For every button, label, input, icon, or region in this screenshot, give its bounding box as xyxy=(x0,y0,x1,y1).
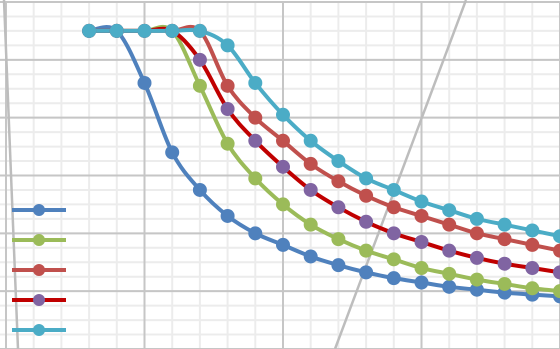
data-point-series-5 xyxy=(303,133,318,148)
data-point-series-5 xyxy=(137,23,152,38)
data-point-series-3 xyxy=(386,200,401,215)
data-point-series-5 xyxy=(109,23,124,38)
data-point-series-2 xyxy=(303,217,318,232)
data-point-series-2 xyxy=(469,272,484,287)
data-point-series-2 xyxy=(386,252,401,267)
data-point-series-4 xyxy=(276,159,290,174)
data-point-series-5 xyxy=(386,182,401,197)
data-point-series-3 xyxy=(276,133,290,148)
data-point-series-4 xyxy=(442,243,457,258)
data-point-series-2 xyxy=(359,243,374,258)
data-point-series-3 xyxy=(525,237,540,252)
legend-marker-series-4 xyxy=(33,294,45,306)
data-point-series-4 xyxy=(359,214,374,229)
data-point-series-1 xyxy=(303,249,318,264)
data-point-series-2 xyxy=(414,261,429,276)
data-point-series-5 xyxy=(82,23,97,38)
data-point-series-1 xyxy=(442,279,457,294)
data-point-series-3 xyxy=(469,226,484,241)
data-point-series-5 xyxy=(442,203,457,218)
data-point-series-1 xyxy=(192,182,207,197)
data-point-series-3 xyxy=(220,78,235,93)
data-point-series-1 xyxy=(248,226,263,241)
data-point-series-2 xyxy=(276,197,290,212)
data-point-series-4 xyxy=(331,200,346,215)
data-point-series-5 xyxy=(331,154,346,169)
data-point-series-3 xyxy=(497,232,512,247)
data-point-series-5 xyxy=(220,38,235,53)
data-point-series-5 xyxy=(414,194,429,209)
data-point-series-2 xyxy=(192,78,207,93)
data-point-series-3 xyxy=(248,110,263,125)
data-point-series-1 xyxy=(414,275,429,290)
data-point-series-1 xyxy=(331,258,346,273)
data-point-series-2 xyxy=(331,232,346,247)
legend-marker-series-2 xyxy=(33,234,45,246)
diagonal-line xyxy=(333,0,468,349)
data-point-series-4 xyxy=(414,235,429,250)
data-point-series-4 xyxy=(553,265,560,280)
data-point-series-3 xyxy=(359,188,374,203)
data-point-series-2 xyxy=(248,171,263,186)
data-point-series-3 xyxy=(414,208,429,223)
data-point-series-1 xyxy=(137,75,152,90)
data-point-series-3 xyxy=(553,243,560,258)
data-point-series-5 xyxy=(359,171,374,186)
data-point-series-5 xyxy=(192,23,207,38)
data-point-series-1 xyxy=(359,265,374,280)
legend-marker-series-1 xyxy=(33,204,45,216)
data-point-series-5 xyxy=(248,75,263,90)
legend-marker-series-3 xyxy=(33,264,45,276)
data-point-series-4 xyxy=(497,256,512,271)
data-point-series-1 xyxy=(469,282,484,297)
data-point-series-5 xyxy=(525,223,540,238)
data-point-series-4 xyxy=(248,133,263,148)
data-point-series-4 xyxy=(303,182,318,197)
data-point-series-1 xyxy=(386,271,401,286)
data-point-series-4 xyxy=(525,261,540,276)
data-point-series-2 xyxy=(525,281,540,296)
data-point-series-2 xyxy=(553,284,560,299)
data-point-series-3 xyxy=(303,156,318,171)
data-point-series-4 xyxy=(386,226,401,241)
data-point-series-1 xyxy=(165,145,180,160)
data-point-series-2 xyxy=(497,276,512,291)
left-axis-line xyxy=(2,0,20,349)
data-point-series-5 xyxy=(276,107,290,122)
data-point-series-5 xyxy=(165,23,180,38)
data-point-series-1 xyxy=(220,208,235,223)
data-point-series-5 xyxy=(469,211,484,226)
data-point-series-4 xyxy=(469,250,484,265)
data-point-series-4 xyxy=(220,101,235,116)
data-point-series-3 xyxy=(331,174,346,189)
data-point-series-2 xyxy=(220,136,235,151)
legend-marker-series-5 xyxy=(33,324,45,336)
data-point-series-3 xyxy=(442,217,457,232)
data-point-series-4 xyxy=(192,52,207,67)
data-point-series-5 xyxy=(497,217,512,232)
data-point-series-5 xyxy=(553,229,560,244)
data-point-series-2 xyxy=(442,266,457,281)
data-point-series-1 xyxy=(276,237,290,252)
